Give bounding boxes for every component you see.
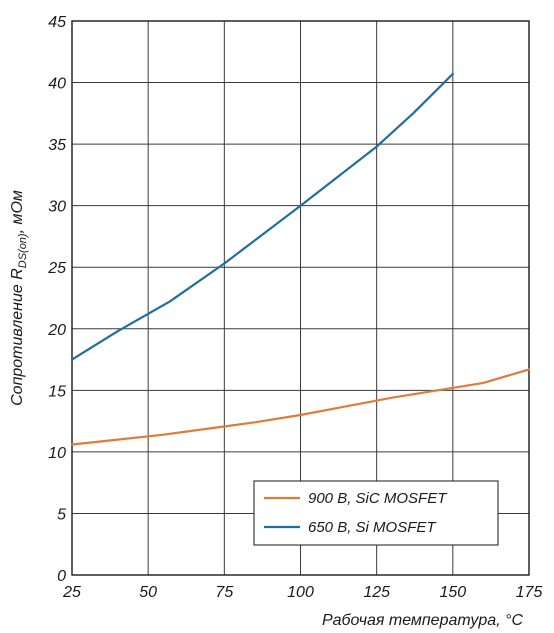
y-tick-label-25: 25 [47, 260, 66, 277]
y-axis-title-subscript: DS(on) [17, 233, 29, 268]
y-axis-title-prefix: Сопротивление R [9, 268, 26, 406]
series-line-0 [70, 368, 531, 446]
x-tick-label-175: 175 [516, 584, 543, 601]
y-axis-title-suffix: , мОм [9, 190, 26, 233]
plot-frame [71, 20, 530, 576]
x-tick-label-150: 150 [439, 584, 466, 601]
legend-label-si: 650 В, Si MOSFET [308, 519, 437, 536]
y-tick-label-30: 30 [48, 199, 66, 216]
x-tick-label-100: 100 [287, 584, 314, 601]
legend-box [253, 480, 499, 546]
y-tick-label-20: 20 [47, 322, 66, 339]
y-tick-label-45: 45 [48, 14, 66, 31]
x-tick-label-75: 75 [215, 584, 233, 601]
series-line-1 [70, 72, 454, 361]
y-tick-label-35: 35 [48, 137, 66, 154]
y-tick-label-15: 15 [48, 383, 66, 400]
x-axis-title: Рабочая температура, °C [322, 612, 524, 629]
tick-labels: 25 50 75 100 125 150 175 0 5 10 15 20 25 30 35 40 45 [47, 14, 542, 601]
x-tick-label-25: 25 [62, 584, 81, 601]
y-axis-title: Сопротивление RDS(on), мОм [9, 190, 29, 406]
series-layer [70, 72, 531, 446]
x-tick-label-50: 50 [139, 584, 157, 601]
y-tick-label-10: 10 [48, 445, 66, 462]
legend: 900 В, SiC MOSFET 650 В, Si MOSFET [253, 480, 499, 546]
y-tick-label-5: 5 [57, 506, 66, 523]
y-tick-label-40: 40 [48, 76, 66, 93]
legend-label-sic: 900 В, SiC MOSFET [308, 490, 448, 507]
x-tick-label-125: 125 [363, 584, 390, 601]
y-tick-label-0: 0 [57, 568, 66, 585]
